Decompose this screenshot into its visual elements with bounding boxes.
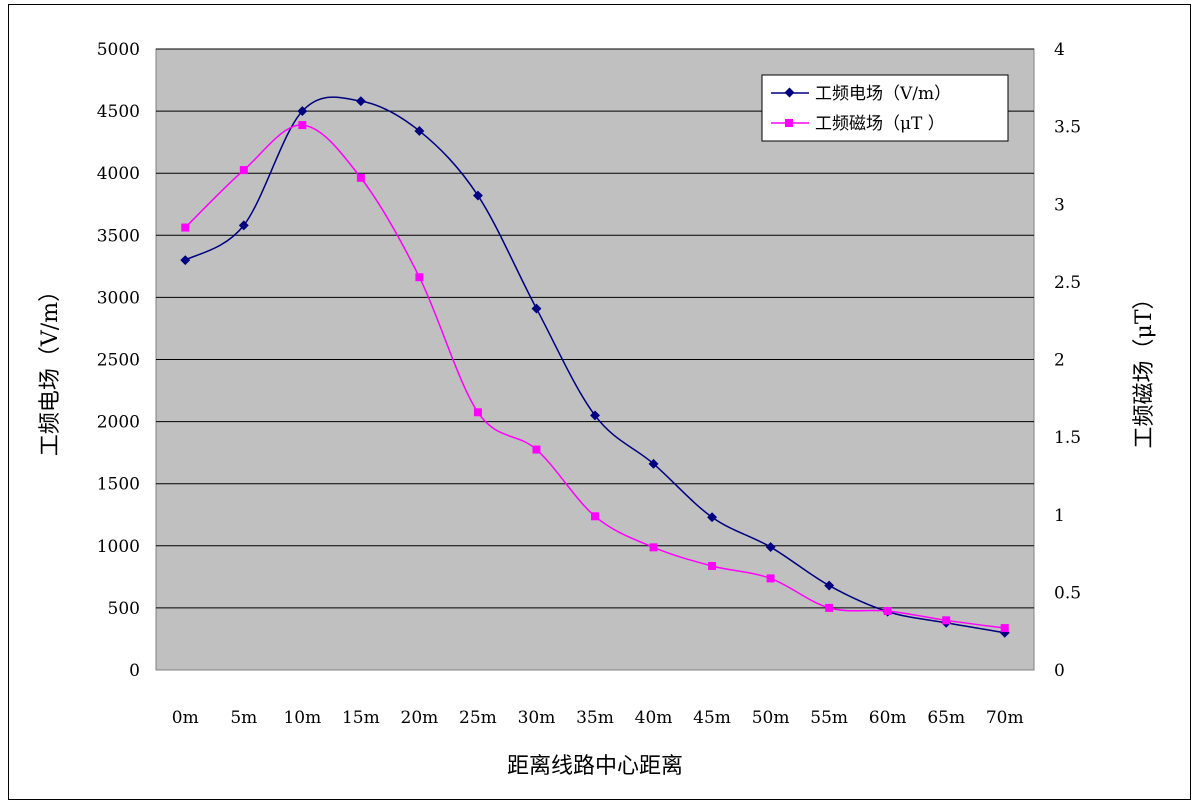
x-tick-label: 60m [869,708,907,728]
series-line [184,124,1005,629]
x-tick-label: 55m [810,708,848,728]
legend-marker-electric [784,87,795,98]
y2-tick-label: 0.5 [1054,583,1081,603]
data-point [1000,624,1009,633]
data-point [239,166,248,175]
data-point [825,603,834,612]
line-chart: 0 500 1000 1500 2000 2500 3000 3500 4000 4500 5000… [38,40,1157,779]
legend: 工频电场（V/m） 工频磁场（μT ） [761,74,1009,142]
data-point [942,616,951,625]
data-point [883,607,892,616]
data-point [707,512,718,523]
y2-tick-label: 2.5 [1054,273,1081,293]
data-point [415,273,424,282]
y2-tick-label: 2 [1054,351,1065,371]
x-tick-label: 0m [172,708,199,728]
data-point [765,542,776,552]
y2-tick-label: 1.5 [1054,428,1081,448]
x-tick-label: 30m [518,708,556,728]
y-tick-label: 4500 [97,102,140,122]
x-tick-label: 40m [635,708,673,728]
y-tick-label: 2500 [97,351,140,371]
data-point [590,410,600,421]
y-tick-label: 1000 [97,537,140,557]
x-axis-ticks: 0m 5m 10m 15m 20m 25m 30m 35m 40m 45m 50m 55m 60m 65m… [172,708,1024,728]
x-tick-label: 50m [752,708,790,728]
y-axis-ticks: 0 500 1000 1500 2000 2500 3000 3500 4000 4500 5000 [97,40,140,681]
data-point [766,574,775,583]
x-tick-label: 45m [693,708,731,728]
data-point [648,458,659,469]
y-tick-label: 1500 [97,475,140,495]
chart-frame: 0 500 1000 1500 2000 2500 3000 3500 4000 4500 5000… [8,4,1191,800]
y2-axis-ticks: 0 0.5 1 1.5 2 2.5 3 3.5 4 [1054,40,1081,681]
series-line [184,96,1005,634]
data-point [356,173,365,182]
y-tick-label: 500 [108,599,140,619]
series-layer [180,96,1010,638]
y2-tick-label: 4 [1054,40,1065,60]
data-point [238,220,249,231]
x-axis-title: 距离线路中心距离 [507,754,683,779]
x-tick-label: 35m [576,708,614,728]
data-point [531,303,542,314]
data-point [180,255,191,266]
x-tick-label: 70m [986,708,1024,728]
y-tick-label: 4000 [97,164,140,184]
x-tick-label: 10m [283,708,321,728]
data-point [298,121,307,130]
data-point [532,445,541,454]
data-point [414,126,425,136]
x-tick-label: 5m [230,708,257,728]
y2-axis-title: 工频磁场（μT） [1132,288,1157,449]
y-tick-label: 3500 [97,226,140,246]
data-point [708,561,717,570]
data-point [824,580,835,591]
y-tick-label: 5000 [97,40,140,60]
legend-box [761,74,1009,142]
x-tick-label: 25m [459,708,497,728]
y-tick-label: 0 [129,661,140,681]
y-tick-label: 3000 [97,288,140,308]
legend-marker-magnetic [785,119,793,127]
series-magnetic-field [181,121,1009,633]
y-tick-label: 2000 [97,413,140,433]
y2-tick-label: 0 [1054,661,1065,681]
y2-tick-label: 3 [1054,195,1065,215]
y2-tick-label: 1 [1054,506,1065,526]
data-point [181,223,190,232]
x-tick-label: 65m [927,708,965,728]
x-tick-label: 20m [401,708,439,728]
legend-label-electric: 工频电场（V/m） [815,84,951,104]
data-point [472,190,483,201]
x-tick-label: 15m [342,708,380,728]
y-axis-title: 工频电场（V/m） [38,280,63,456]
data-point [473,408,482,417]
data-point [649,543,658,552]
legend-label-magnetic: 工频磁场（μT ） [815,114,945,134]
y2-tick-label: 3.5 [1054,118,1081,138]
data-point [591,512,599,521]
